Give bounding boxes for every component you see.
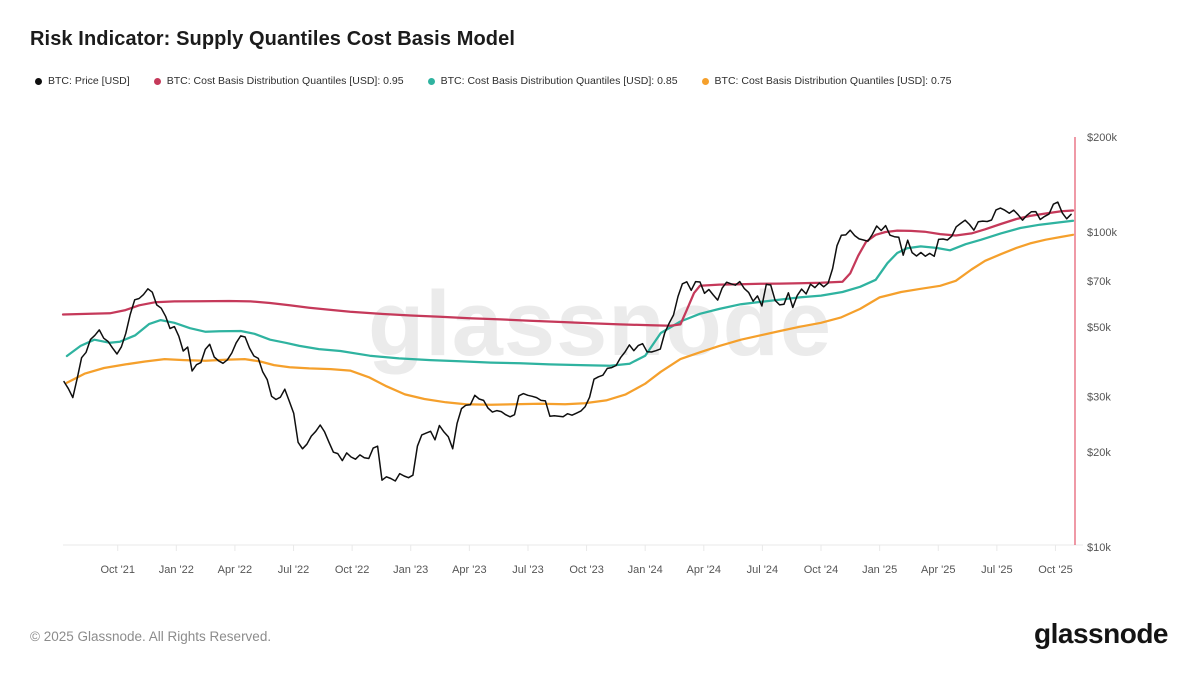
x-axis-tick-label: Jan '24: [628, 564, 663, 576]
series-line-price: [63, 201, 1072, 482]
x-axis-tick-label: Apr '25: [921, 564, 956, 576]
x-axis-tick-label: Oct '22: [335, 564, 370, 576]
y-axis-tick-label: $70k: [1087, 276, 1111, 288]
copyright-text: © 2025 Glassnode. All Rights Reserved.: [30, 629, 272, 644]
x-axis-tick-label: Jan '25: [862, 564, 897, 576]
y-axis-tick-label: $10k: [1087, 542, 1111, 554]
y-axis-tick-label: $30k: [1087, 392, 1111, 404]
legend-item-quantile-085[interactable]: BTC: Cost Basis Distribution Quantiles […: [427, 75, 678, 87]
x-axis-tick-label: Oct '25: [1038, 564, 1073, 576]
legend-label: BTC: Cost Basis Distribution Quantiles […: [166, 75, 404, 87]
legend-item-btc-price[interactable]: BTC: Price [USD]: [35, 75, 130, 87]
x-axis-tick-label: Jan '23: [393, 564, 428, 576]
x-axis-tick-label: Jul '25: [981, 564, 1012, 576]
glassnode-logo: glassnode: [1034, 618, 1168, 649]
series-line-quantile-085: [65, 219, 1075, 367]
series-line-quantile-095: [61, 209, 1075, 327]
x-axis-tick-label: Oct '21: [100, 564, 135, 576]
chart-legend: BTC: Price [USD] BTC: Cost Basis Distrib…: [35, 75, 951, 87]
legend-dot-quantile-095: [153, 77, 161, 85]
legend-item-quantile-095[interactable]: BTC: Cost Basis Distribution Quantiles […: [153, 75, 404, 87]
y-axis-tick-label: $20k: [1087, 447, 1111, 459]
legend-label: BTC: Cost Basis Distribution Quantiles […: [714, 75, 952, 87]
series-line-quantile-075: [65, 233, 1075, 406]
y-axis-tick-label: $50k: [1087, 322, 1111, 334]
x-axis-tick-label: Jul '22: [278, 564, 309, 576]
legend-item-quantile-075[interactable]: BTC: Cost Basis Distribution Quantiles […: [701, 75, 952, 87]
x-axis-tick-label: Apr '24: [687, 564, 722, 576]
legend-dot-quantile-075: [701, 77, 709, 85]
x-axis-tick-label: Oct '24: [804, 564, 839, 576]
x-axis-tick-label: Oct '23: [569, 564, 604, 576]
legend-label: BTC: Price [USD]: [48, 75, 130, 87]
legend-dot-btc-price: [35, 77, 42, 85]
x-axis-tick-label: Jan '22: [159, 564, 194, 576]
x-axis-tick-label: Apr '22: [218, 564, 253, 576]
x-axis-tick-label: Jul '23: [512, 564, 543, 576]
x-axis-tick-label: Jul '24: [747, 564, 778, 576]
legend-dot-quantile-085: [427, 77, 435, 85]
page-title: Risk Indicator: Supply Quantiles Cost Ba…: [30, 28, 515, 50]
x-axis-tick-label: Apr '23: [452, 564, 487, 576]
y-axis-tick-label: $200k: [1087, 132, 1117, 144]
y-axis-tick-label: $100k: [1087, 227, 1117, 239]
legend-label: BTC: Cost Basis Distribution Quantiles […: [440, 75, 678, 87]
